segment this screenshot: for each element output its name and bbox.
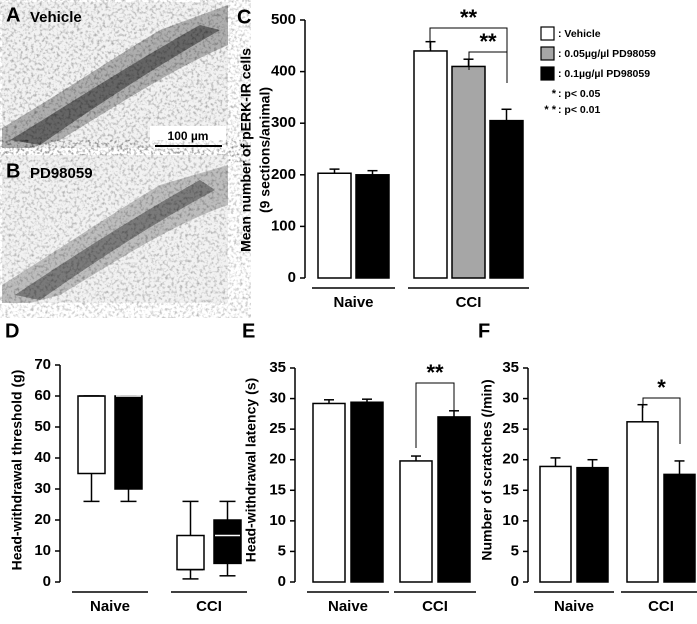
scale-bg <box>150 126 226 148</box>
bar <box>489 119 524 279</box>
box <box>114 395 143 490</box>
y-tick-label: 10 <box>269 512 286 529</box>
image-label: Vehicle <box>30 9 82 26</box>
bar <box>355 174 390 279</box>
panel-letter: C <box>237 6 251 28</box>
y-tick-label: 25 <box>502 420 519 437</box>
box <box>77 395 106 475</box>
y-tick-label: 30 <box>502 390 519 407</box>
annotation: ** <box>426 360 444 385</box>
annotation: ** <box>460 5 478 30</box>
legend-label: : 0.05µg/µl PD98059 <box>558 48 656 60</box>
y-tick-label: 20 <box>269 451 286 468</box>
micrograph-a: A Vehicle 100 µm <box>2 2 228 148</box>
panel-letter: A <box>6 4 20 26</box>
y-axis-label: (9 sections/animal) <box>257 87 273 213</box>
y-axis-label: Head-withdrawal latency (s) <box>243 378 259 562</box>
annotation: ** <box>479 29 497 54</box>
scale-bar-label: 100 µm <box>168 129 209 143</box>
bar <box>576 466 609 583</box>
bar <box>663 473 696 583</box>
image-label: PD98059 <box>30 165 93 182</box>
y-tick-label: 5 <box>511 542 519 559</box>
bar <box>399 460 433 583</box>
y-tick-label: 15 <box>502 481 519 498</box>
box <box>213 519 242 565</box>
legend-swatch <box>540 46 555 61</box>
x-tick-label: Naive <box>333 294 373 311</box>
bar <box>626 421 659 583</box>
y-tick-label: 200 <box>271 166 296 183</box>
y-axis-label: Mean number of pERK-IR cells <box>238 48 254 252</box>
micrograph-b: B PD98059 <box>2 155 228 303</box>
y-tick-label: 100 <box>271 217 296 234</box>
bar <box>437 416 471 583</box>
y-tick-label: 20 <box>34 511 51 528</box>
x-tick-label: CCI <box>456 294 482 311</box>
image-texture <box>2 2 228 148</box>
y-tick-label: 10 <box>502 512 519 529</box>
y-tick-label: 10 <box>34 542 51 559</box>
y-tick-label: 35 <box>269 359 286 376</box>
y-tick-label: 30 <box>269 390 286 407</box>
panel-letter: D <box>5 320 19 342</box>
bar <box>451 65 486 279</box>
legend-label: : p< 0.05 <box>558 88 600 100</box>
annotation: * <box>657 375 666 400</box>
panel-letter: F <box>478 320 490 342</box>
y-tick-label: 40 <box>34 449 51 466</box>
bar <box>312 402 346 583</box>
y-tick-label: 35 <box>502 359 519 376</box>
y-tick-label: 0 <box>511 573 519 590</box>
x-tick-label: CCI <box>422 598 448 615</box>
panel-letter: B <box>6 160 20 182</box>
x-tick-label: Naive <box>328 598 368 615</box>
panel-letter: E <box>242 320 255 342</box>
y-tick-label: 400 <box>271 63 296 80</box>
legend-symbol: * * <box>544 104 556 116</box>
y-tick-label: 30 <box>34 480 51 497</box>
bar <box>413 50 448 279</box>
y-axis-label: Head-withdrawal threshold (g) <box>9 370 25 571</box>
y-axis-label: Number of scratches (/min) <box>479 379 495 560</box>
significance-bracket <box>642 397 681 444</box>
legend-swatch <box>540 66 555 81</box>
y-tick-label: 0 <box>278 573 286 590</box>
significance-bracket <box>415 382 455 448</box>
bar <box>350 401 384 583</box>
legend-swatch <box>540 26 555 41</box>
y-tick-label: 15 <box>269 481 286 498</box>
y-tick-label: 5 <box>278 542 286 559</box>
significance-bracket <box>468 51 508 83</box>
x-tick-label: Naive <box>90 598 130 615</box>
image-texture <box>2 155 228 303</box>
y-tick-label: 500 <box>271 11 296 28</box>
bar <box>539 465 572 583</box>
y-tick-label: 0 <box>43 573 51 590</box>
y-tick-label: 70 <box>34 356 51 373</box>
x-tick-label: Naive <box>554 598 594 615</box>
x-tick-label: CCI <box>196 598 222 615</box>
bar <box>317 172 352 279</box>
legend-label: : p< 0.01 <box>558 104 600 116</box>
legend-label: : 0.1µg/µl PD98059 <box>558 68 650 80</box>
legend-label: : Vehicle <box>558 28 601 40</box>
y-tick-label: 0 <box>288 269 296 286</box>
y-tick-label: 20 <box>502 451 519 468</box>
x-tick-label: CCI <box>648 598 674 615</box>
box <box>176 534 205 571</box>
legend-symbol: * <box>552 88 557 100</box>
y-tick-label: 25 <box>269 420 286 437</box>
y-tick-label: 300 <box>271 114 296 131</box>
y-tick-label: 60 <box>34 387 51 404</box>
y-tick-label: 50 <box>34 418 51 435</box>
